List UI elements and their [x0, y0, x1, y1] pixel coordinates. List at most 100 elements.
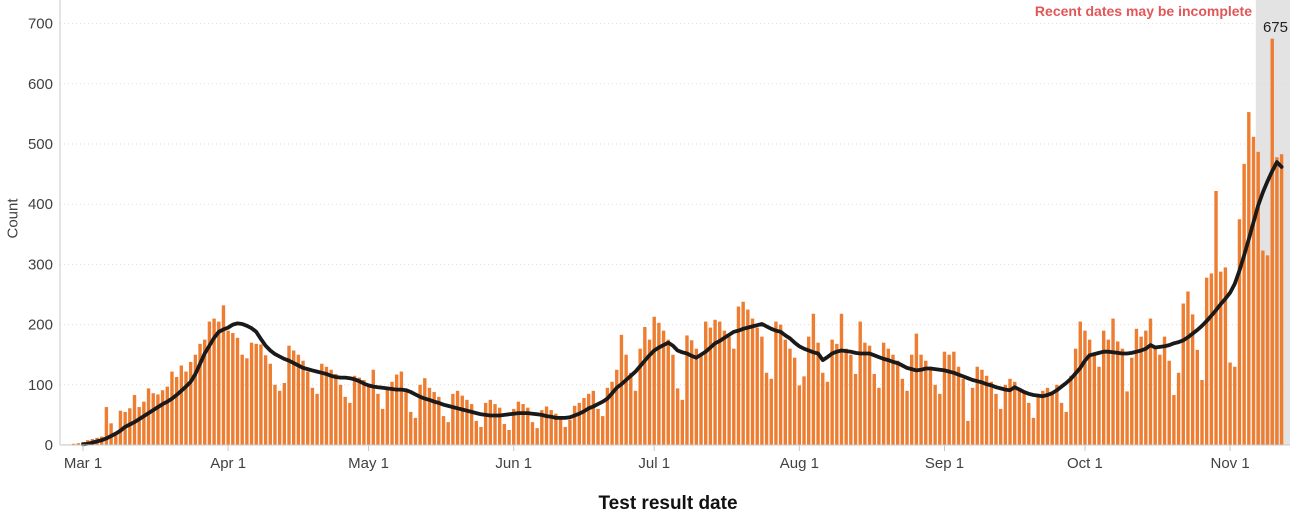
bar[interactable] — [802, 376, 806, 445]
bar[interactable] — [1144, 330, 1148, 445]
bar[interactable] — [821, 372, 825, 445]
bar[interactable] — [1017, 387, 1022, 445]
bar[interactable] — [1134, 328, 1139, 445]
bar[interactable] — [1111, 318, 1115, 445]
bar[interactable] — [624, 354, 628, 445]
bar[interactable] — [1167, 360, 1171, 445]
bar[interactable] — [1275, 157, 1279, 445]
bar[interactable] — [774, 321, 778, 445]
bar[interactable] — [184, 371, 188, 445]
bar[interactable] — [128, 408, 132, 445]
bar[interactable] — [160, 390, 165, 445]
bar[interactable] — [792, 357, 797, 445]
bar[interactable] — [1003, 384, 1008, 445]
bar[interactable] — [1256, 151, 1260, 446]
bar[interactable] — [1158, 354, 1162, 445]
bar[interactable] — [207, 321, 212, 445]
bar[interactable] — [320, 363, 324, 445]
bar[interactable] — [1139, 336, 1143, 445]
bar[interactable] — [839, 313, 844, 445]
bar[interactable] — [942, 351, 947, 445]
bar[interactable] — [1101, 330, 1106, 445]
bar[interactable] — [306, 371, 310, 445]
bar[interactable] — [886, 348, 891, 445]
bar[interactable] — [1261, 250, 1265, 445]
bar[interactable] — [1064, 411, 1068, 445]
bar[interactable] — [933, 384, 937, 445]
bar[interactable] — [1148, 318, 1153, 445]
bar[interactable] — [764, 372, 769, 445]
bar[interactable] — [114, 434, 118, 445]
bar[interactable] — [296, 354, 301, 445]
bar[interactable] — [732, 348, 736, 445]
bar[interactable] — [343, 396, 347, 445]
bar[interactable] — [877, 387, 881, 445]
bar[interactable] — [179, 365, 184, 445]
bar[interactable] — [872, 373, 876, 445]
bar[interactable] — [394, 374, 399, 445]
bar[interactable] — [334, 373, 338, 445]
bar[interactable] — [390, 381, 394, 445]
bar[interactable] — [474, 420, 478, 445]
bar[interactable] — [259, 344, 263, 445]
bar[interactable] — [961, 378, 965, 445]
bar[interactable] — [502, 423, 507, 445]
bar[interactable] — [895, 360, 900, 445]
bar[interactable] — [947, 354, 951, 445]
bar[interactable] — [1059, 402, 1064, 445]
bar[interactable] — [586, 393, 591, 445]
bar[interactable] — [671, 354, 675, 445]
bar[interactable] — [1247, 112, 1251, 446]
bar[interactable] — [432, 392, 436, 445]
bar[interactable] — [924, 360, 928, 445]
bar[interactable] — [577, 402, 581, 445]
bar[interactable] — [881, 342, 886, 445]
bar[interactable] — [231, 333, 235, 445]
bar[interactable] — [558, 417, 563, 445]
bar[interactable] — [240, 354, 244, 445]
bar[interactable] — [956, 366, 961, 445]
bar[interactable] — [727, 336, 731, 445]
bar[interactable] — [221, 305, 226, 445]
bar[interactable] — [783, 339, 787, 445]
bar[interactable] — [1083, 330, 1087, 445]
bar[interactable] — [362, 379, 366, 445]
bar[interactable] — [807, 336, 811, 445]
bar[interactable] — [245, 358, 249, 445]
bar[interactable] — [76, 443, 81, 445]
bar[interactable] — [329, 369, 333, 445]
bar[interactable] — [605, 387, 610, 445]
bar[interactable] — [1251, 136, 1256, 445]
bar[interactable] — [507, 429, 511, 445]
bar[interactable] — [778, 324, 783, 445]
bar[interactable] — [699, 354, 703, 445]
bar[interactable] — [497, 407, 502, 445]
bar[interactable] — [1008, 378, 1012, 445]
bar[interactable] — [151, 393, 155, 445]
bar[interactable] — [399, 371, 404, 445]
bar[interactable] — [465, 399, 469, 445]
bar[interactable] — [1120, 348, 1125, 445]
bar[interactable] — [619, 334, 624, 445]
bar[interactable] — [1022, 392, 1026, 445]
bar[interactable] — [1078, 321, 1082, 445]
bar[interactable] — [1031, 417, 1036, 445]
bar[interactable] — [516, 401, 521, 445]
bar[interactable] — [1204, 277, 1209, 445]
bar[interactable] — [315, 393, 319, 445]
bar[interactable] — [596, 408, 600, 445]
bar[interactable] — [483, 402, 488, 445]
bar[interactable] — [217, 321, 221, 445]
bar[interactable] — [975, 366, 979, 445]
bar[interactable] — [666, 339, 670, 445]
bar[interactable] — [479, 426, 483, 445]
bar[interactable] — [694, 348, 699, 445]
bar[interactable] — [928, 366, 933, 445]
bar[interactable] — [174, 376, 179, 445]
bar[interactable] — [488, 399, 493, 445]
bar[interactable] — [268, 363, 272, 445]
bar[interactable] — [900, 378, 905, 445]
bar[interactable] — [380, 408, 385, 445]
bar[interactable] — [263, 355, 268, 445]
bar[interactable] — [273, 384, 277, 445]
